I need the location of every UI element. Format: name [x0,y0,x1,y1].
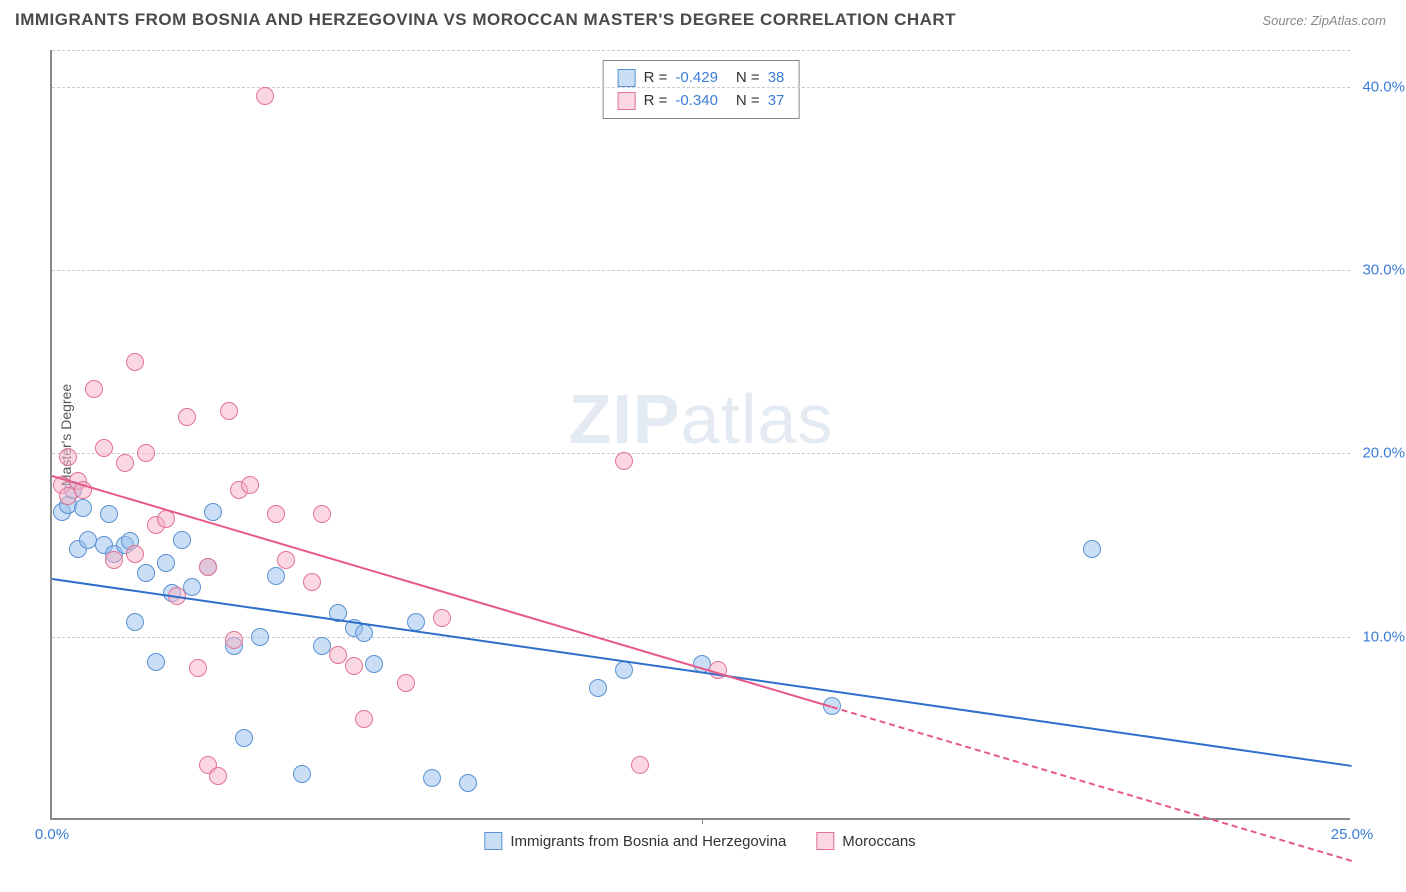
data-point [615,452,633,470]
data-point [631,756,649,774]
data-point [397,674,415,692]
data-point [157,554,175,572]
gridline [52,453,1350,454]
data-point [433,609,451,627]
scatter-chart: Master's Degree ZIPatlas R =-0.429N =38R… [50,50,1350,820]
data-point [126,545,144,563]
data-point [267,505,285,523]
legend-series-item: Immigrants from Bosnia and Herzegovina [484,832,786,850]
legend-swatch [618,69,636,87]
legend-row: R =-0.340N =37 [618,90,785,113]
data-point [59,448,77,466]
data-point [355,710,373,728]
data-point [85,380,103,398]
data-point [178,408,196,426]
data-point [407,613,425,631]
y-tick-label: 30.0% [1362,262,1405,279]
data-point [615,661,633,679]
data-point [126,613,144,631]
data-point [95,439,113,457]
legend-swatch [484,832,502,850]
data-point [235,729,253,747]
legend-swatch [618,92,636,110]
correlation-legend: R =-0.429N =38R =-0.340N =37 [603,60,800,119]
data-point [74,499,92,517]
data-point [251,628,269,646]
watermark: ZIPatlas [569,379,834,459]
data-point [293,765,311,783]
legend-series-item: Moroccans [816,832,915,850]
data-point [204,503,222,521]
y-tick-label: 40.0% [1362,78,1405,95]
data-point [459,774,477,792]
x-tick-mark [702,818,703,824]
data-point [589,679,607,697]
x-tick-label: 25.0% [1331,826,1374,843]
data-point [423,769,441,787]
data-point [147,653,165,671]
data-point [189,659,207,677]
y-tick-label: 10.0% [1362,628,1405,645]
x-tick-label: 0.0% [35,826,69,843]
legend-swatch [816,832,834,850]
y-tick-label: 20.0% [1362,445,1405,462]
data-point [277,551,295,569]
data-point [303,573,321,591]
data-point [209,767,227,785]
chart-header: IMMIGRANTS FROM BOSNIA AND HERZEGOVINA V… [0,0,1406,35]
data-point [267,567,285,585]
data-point [220,402,238,420]
chart-title: IMMIGRANTS FROM BOSNIA AND HERZEGOVINA V… [15,10,956,30]
data-point [256,87,274,105]
gridline [52,87,1350,88]
series-legend: Immigrants from Bosnia and Herzegovina Mo… [484,832,915,850]
data-point [183,578,201,596]
data-point [100,505,118,523]
data-point [137,444,155,462]
data-point [365,655,383,673]
data-point [173,531,191,549]
gridline [52,270,1350,271]
gridline [52,637,1350,638]
data-point [1083,540,1101,558]
gridline [52,50,1350,51]
data-point [345,657,363,675]
data-point [241,476,259,494]
data-point [126,353,144,371]
data-point [355,624,373,642]
data-point [329,646,347,664]
plot-area: ZIPatlas R =-0.429N =38R =-0.340N =37 10… [50,50,1350,820]
data-point [199,558,217,576]
data-point [225,631,243,649]
data-point [105,551,123,569]
source-attribution: Source: ZipAtlas.com [1262,13,1386,28]
data-point [116,454,134,472]
data-point [313,505,331,523]
data-point [137,564,155,582]
